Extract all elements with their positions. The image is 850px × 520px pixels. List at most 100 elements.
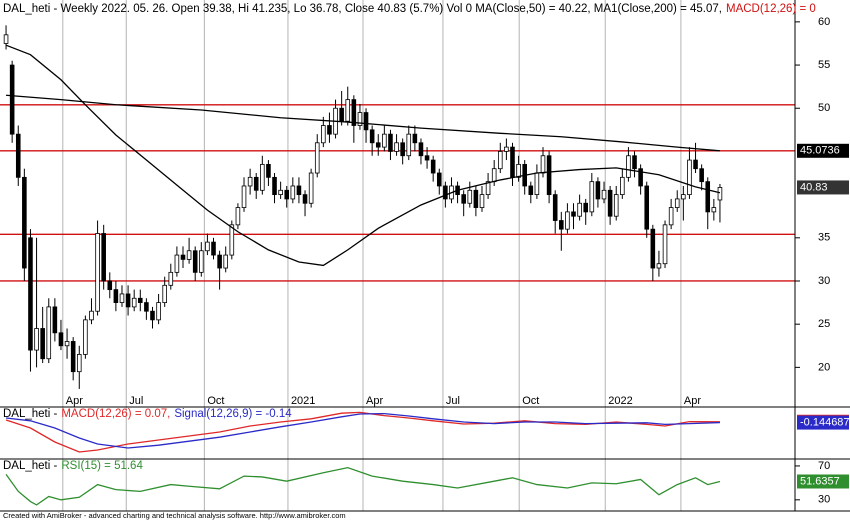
value-tag-label: -0.144687 [800, 416, 850, 428]
candle-body [9, 64, 15, 135]
grid: Apr Jul Oct 2021 Apr Jul Oct 2022 Apr 20 25 30 35 50 5… [0, 0, 830, 511]
candle-body [595, 181, 601, 200]
candle-body [162, 284, 167, 303]
candle-body [375, 142, 381, 148]
candle-body [613, 194, 619, 217]
candle-body [260, 163, 265, 191]
candle-body [223, 254, 229, 269]
candle-body [107, 280, 113, 291]
value-tag [797, 474, 849, 489]
title: DAL_heti - [3, 408, 58, 420]
y-tick-label: 25 [818, 318, 830, 330]
candle-body [345, 99, 351, 122]
candle-body [443, 185, 448, 200]
x-tick-label: Oct [522, 395, 539, 407]
candle-body [192, 250, 198, 273]
candle-body [241, 185, 247, 208]
candle-body [95, 233, 100, 312]
candle-body [89, 310, 94, 321]
candle-body [83, 319, 88, 355]
candle-body [552, 194, 558, 221]
candle-body [473, 189, 479, 208]
candle-body [284, 189, 290, 200]
value-tag-label: 45.0736 [800, 145, 840, 157]
candle-body [125, 293, 131, 308]
y-tick-label: 50 [818, 102, 830, 114]
candle-body [101, 233, 106, 282]
y-tick-label: 55 [818, 59, 830, 71]
candle-body [717, 187, 723, 201]
main-title: DAL_heti - Weekly 2022. 05. 26. Open 39.… [3, 3, 816, 15]
series-line [5, 412, 720, 449]
candle-body [229, 224, 235, 256]
candle-body [369, 129, 375, 144]
candle-body [589, 181, 595, 213]
y-tick-label: 60 [818, 16, 830, 28]
candle-body [626, 155, 631, 178]
candle-body [650, 228, 656, 269]
series-line [5, 44, 721, 267]
candle-body [577, 202, 582, 217]
x-tick-label: Oct [207, 395, 224, 407]
candle-body [22, 176, 27, 269]
candle-body [339, 107, 344, 122]
candle-body [76, 354, 82, 373]
x-tick-label: Apr [366, 395, 383, 407]
value-tag [797, 180, 849, 195]
candle-body [620, 176, 625, 196]
candle-body [467, 189, 473, 204]
candle-body [382, 133, 387, 148]
candle-body [656, 263, 662, 269]
candle-body [266, 163, 271, 178]
candle-body [565, 211, 570, 230]
candle-body [34, 328, 39, 351]
candle-body [705, 181, 711, 213]
candle-body [15, 133, 21, 178]
candle-body [144, 302, 149, 312]
candle-body [205, 241, 210, 252]
candle-body [28, 237, 33, 351]
candle-body [308, 172, 314, 204]
candle-body [302, 194, 308, 204]
candle-body [351, 99, 357, 126]
candle-body [485, 181, 491, 196]
candle-body [253, 176, 259, 191]
x-tick-label: 2021 [291, 395, 315, 407]
candle-body [217, 254, 222, 269]
candle-body [113, 289, 119, 303]
candle-body [681, 194, 686, 200]
candle-body [559, 220, 564, 230]
series-name: RSI(15) = 51.64 [61, 460, 143, 472]
candle-body [150, 310, 155, 321]
candle-body [540, 155, 546, 174]
candle-body [186, 250, 192, 260]
macd-title: DAL_heti - MACD(12,26) = 0.07, Signal(12,2… [3, 408, 292, 420]
candle-body [644, 185, 650, 230]
candle-body [693, 159, 698, 170]
candle-body [430, 159, 436, 174]
candle-body [607, 189, 613, 217]
candle-body [199, 250, 204, 273]
candle-body [528, 185, 534, 196]
candle-body [357, 112, 363, 126]
candle-body [131, 297, 137, 308]
candle-body [632, 155, 637, 170]
candle-body [479, 194, 485, 208]
candle-body [3, 34, 9, 44]
value-tag [797, 143, 849, 158]
x-tick-label: Jul [446, 395, 460, 407]
candle-body [583, 202, 589, 213]
candle-body [436, 172, 442, 187]
candle-body [235, 207, 241, 226]
title: DAL_heti - Weekly 2022. 05. 26. Open 39.… [3, 3, 722, 15]
candle-body [278, 189, 283, 196]
value-tag-label: 40.83 [800, 181, 828, 193]
candle-body [64, 341, 70, 347]
candle-body [296, 185, 302, 196]
x-tick-label: Apr [66, 395, 83, 407]
y-tick-label: 70 [818, 460, 830, 472]
x-tick-label: 2022 [608, 395, 632, 407]
